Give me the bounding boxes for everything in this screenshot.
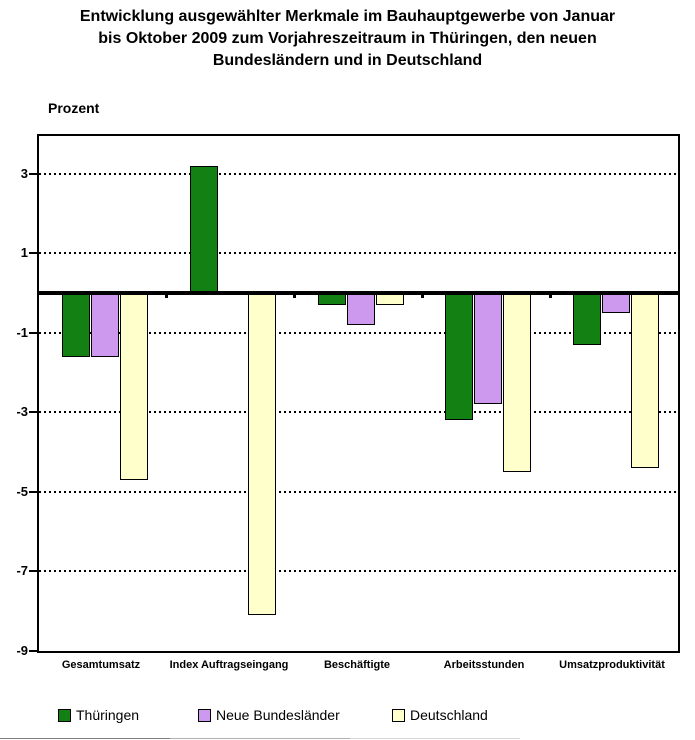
category-boundary-tick-2 (293, 295, 296, 298)
bar-neue-bundeslaender-arbeitsstunden (474, 293, 502, 404)
bar-thueringen-arbeitsstunden (445, 293, 473, 420)
legend-swatch-deutschland (392, 708, 405, 722)
bar-thueringen-index-auftragseingang (190, 166, 218, 293)
bar-deutschland-index-auftragseingang (248, 293, 276, 615)
y-tick-mark--1 (29, 332, 37, 334)
gridline-3 (39, 173, 678, 175)
y-tick-mark-3 (29, 173, 37, 175)
legend-label-thueringen: Thüringen (76, 707, 140, 723)
gridline--7 (39, 570, 678, 572)
plot-area (37, 134, 680, 653)
x-category-label-beschaeftigte: Beschäftigte (323, 659, 391, 671)
bar-deutschland-gesamtumsatz (120, 293, 148, 480)
bar-deutschland-umsatzproduktivitaet (631, 293, 659, 468)
gridline--5 (39, 491, 678, 493)
y-tick-mark--5 (29, 491, 37, 493)
category-boundary-tick-3 (421, 295, 424, 298)
y-tick-label--5: -5 (16, 484, 28, 499)
category-boundary-tick-4 (549, 295, 552, 298)
bar-thueringen-umsatzproduktivitaet (573, 293, 601, 345)
y-tick-mark-1 (29, 252, 37, 254)
legend-item-neue-bundeslaender: Neue Bundesländer (198, 706, 340, 724)
legend-label-deutschland: Deutschland (410, 707, 488, 723)
x-category-label-arbeitsstunden: Arbeitsstunden (443, 659, 525, 671)
scan-artifact-line (0, 738, 520, 739)
y-tick-label--7: -7 (16, 563, 28, 578)
legend: Thüringen Neue Bundesländer Deutschland (0, 706, 695, 728)
chart-title: Entwicklung ausgewählter Merkmale im Bau… (0, 6, 695, 72)
legend-item-thueringen: Thüringen (58, 706, 139, 724)
y-tick-mark--9 (29, 650, 37, 652)
y-tick-label--1: -1 (16, 325, 28, 340)
x-category-label-index-auftragseingang: Index Auftragseingang (169, 659, 289, 671)
y-axis-unit-label: Prozent (48, 100, 100, 116)
gridline-1 (39, 252, 678, 254)
x-category-label-gesamtumsatz: Gesamtumsatz (61, 659, 141, 671)
chart-title-line-2: bis Oktober 2009 zum Vorjahreszeitraum i… (98, 30, 597, 47)
y-tick-mark--3 (29, 411, 37, 413)
legend-swatch-neue-bundeslaender (198, 708, 211, 722)
x-category-label-umsatzproduktivitaet: Umsatzproduktivität (559, 659, 665, 671)
y-tick-label--3: -3 (16, 404, 28, 419)
bar-deutschland-arbeitsstunden (503, 293, 531, 472)
zero-baseline (39, 291, 678, 295)
gridline--1 (39, 332, 678, 334)
chart-title-line-3: Bundesländern und in Deutschland (212, 52, 483, 69)
legend-label-neue-bundeslaender: Neue Bundesländer (216, 707, 340, 723)
y-tick-mark--7 (29, 570, 37, 572)
legend-item-deutschland: Deutschland (392, 706, 488, 724)
bar-neue-bundeslaender-umsatzproduktivitaet (602, 293, 630, 313)
gridline--3 (39, 411, 678, 413)
y-tick-label--9: -9 (16, 643, 28, 658)
category-boundary-tick-1 (165, 295, 168, 298)
bar-neue-bundeslaender-beschaeftigte (347, 293, 375, 325)
bar-neue-bundeslaender-gesamtumsatz (91, 293, 119, 357)
y-tick-label-1: 1 (20, 245, 28, 260)
y-tick-label-3: 3 (20, 166, 28, 181)
chart-title-line-1: Entwicklung ausgewählter Merkmale im Bau… (79, 8, 616, 25)
legend-swatch-thueringen (58, 708, 71, 722)
bar-thueringen-gesamtumsatz (62, 293, 90, 357)
